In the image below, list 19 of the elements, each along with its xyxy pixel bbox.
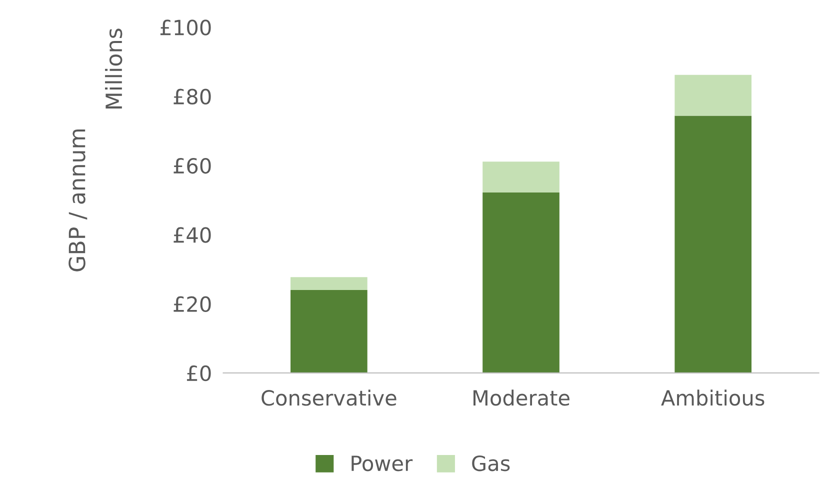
bar (674, 74, 752, 116)
y-tick-label: £40 (174, 227, 211, 243)
y-axis-title: GBP / annum (68, 129, 88, 272)
y-tick-label: £80 (174, 88, 211, 105)
y-tick-label: £20 (174, 296, 211, 312)
bar (674, 116, 752, 373)
y-tick-label: £60 (174, 158, 211, 174)
y-tick-label: £100 (160, 20, 211, 36)
y-tick-label: £0 (186, 365, 211, 382)
bar (482, 162, 560, 192)
bar (290, 277, 368, 290)
legend-label: Gas (472, 455, 510, 472)
x-tick-label: Moderate (474, 390, 570, 406)
bar (482, 192, 560, 373)
legend-label: Power (352, 456, 413, 472)
text: Millions (105, 28, 122, 109)
x-tick-label: Conservative (262, 390, 396, 406)
bar (290, 290, 368, 373)
x-tick-label: Ambitious (661, 390, 764, 406)
